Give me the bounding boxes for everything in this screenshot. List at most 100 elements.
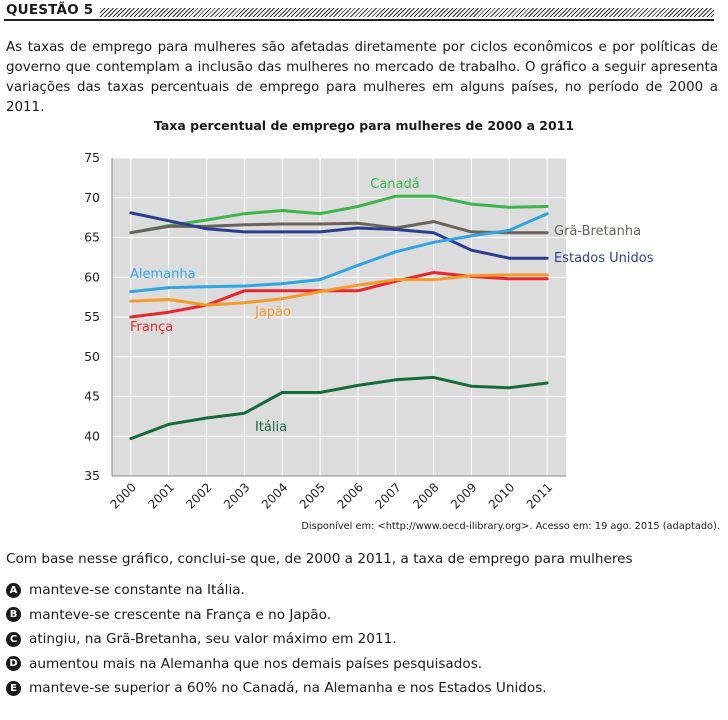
data-point-alemanha: [167, 286, 170, 289]
data-point-jap-o: [243, 301, 246, 304]
series-line-canad-: [129, 194, 549, 235]
option-letter-badge: C: [6, 631, 21, 647]
data-point-canad-: [394, 194, 397, 198]
data-point-alemanha: [356, 264, 360, 267]
data-point-estados-unidos: [508, 256, 511, 260]
data-point-estados-unidos: [205, 227, 208, 230]
data-point-jap-o: [318, 290, 322, 293]
option-text: atingiu, na Grã-Bretanha, seu valor máxi…: [29, 631, 397, 648]
data-point-gr-bretanha: [470, 230, 473, 234]
option-letter-badge: E: [6, 680, 21, 696]
y-tick-label: 40: [84, 428, 100, 443]
data-point-estados-unidos: [167, 219, 170, 223]
question-header: QUESTÃO 5: [4, 2, 720, 22]
data-point-alemanha: [545, 212, 549, 215]
option-e[interactable]: E manteve-se superior a 60% no Canadá, n…: [6, 676, 718, 701]
series-line-jap-o: [129, 273, 549, 307]
option-text: manteve-se superior a 60% no Canadá, na …: [29, 680, 547, 697]
data-point-gr-bretanha: [243, 223, 246, 226]
x-tick-label: 2010: [486, 480, 517, 511]
x-tick-label: 2006: [335, 480, 366, 511]
data-point-estados-unidos: [281, 230, 284, 234]
data-point-estados-unidos: [545, 256, 549, 260]
data-point-canad-: [545, 205, 549, 208]
data-point-alemanha: [129, 290, 133, 293]
y-tick-label: 55: [84, 309, 100, 324]
data-point-fran-a: [432, 271, 435, 274]
data-point-canad-: [356, 205, 360, 208]
data-point-fran-a: [243, 289, 246, 292]
data-point-estados-unidos: [243, 230, 246, 234]
data-point-it-lia: [129, 437, 133, 440]
question-title: QUESTÃO 5: [6, 2, 94, 18]
option-a[interactable]: A manteve-se constante na Itália.: [6, 578, 718, 603]
option-d[interactable]: D aumentou mais na Alemanha que nos dema…: [6, 652, 718, 677]
question-intro-text: As taxas de emprego para mulheres são af…: [6, 40, 718, 115]
y-tick-label: 35: [84, 468, 100, 483]
data-point-it-lia: [508, 386, 511, 389]
y-tick-label: 60: [84, 269, 100, 284]
header-hatch-decoration: [100, 8, 714, 17]
data-point-jap-o: [205, 303, 208, 307]
data-point-gr-bretanha: [356, 221, 360, 225]
data-point-alemanha: [508, 229, 511, 232]
series-label-estados-unidos: Estados Unidos: [554, 251, 654, 266]
data-point-estados-unidos: [432, 231, 435, 234]
series-line-it-lia: [129, 375, 549, 441]
data-point-canad-: [470, 202, 473, 206]
series-label-alemanha: Alemanha: [130, 267, 196, 282]
series-label-canad-: Canadá: [370, 177, 419, 192]
x-tick-label: 2008: [410, 480, 441, 511]
data-point-fran-a: [508, 277, 511, 281]
data-point-alemanha: [205, 285, 208, 288]
x-tick-label: 2007: [372, 480, 403, 511]
option-text: aumentou mais na Alemanha que nos demais…: [29, 655, 483, 672]
data-point-estados-unidos: [318, 230, 322, 234]
option-letter-badge: B: [6, 607, 21, 623]
x-tick-label: 2002: [183, 480, 214, 511]
x-tick-label: 2003: [221, 480, 252, 511]
data-point-fran-a: [545, 277, 549, 281]
data-point-it-lia: [432, 376, 435, 379]
data-point-estados-unidos: [129, 211, 133, 215]
question-stem: Com base nesse gráfico, conclui-se que, …: [6, 551, 633, 567]
y-tick-label: 75: [84, 150, 100, 165]
data-point-alemanha: [470, 234, 473, 238]
data-point-jap-o: [545, 273, 549, 277]
source-citation: Disponível em: <http://www.oecd-ilibrary…: [301, 521, 720, 532]
series-line-alemanha: [129, 212, 549, 294]
data-point-fran-a: [356, 289, 360, 292]
data-point-jap-o: [281, 297, 284, 300]
data-point-alemanha: [394, 250, 397, 254]
header-rule: [4, 19, 714, 21]
option-c[interactable]: C atingiu, na Grã-Bretanha, seu valor má…: [6, 627, 718, 652]
data-point-canad-: [205, 218, 208, 222]
series-label-fran-a: França: [130, 320, 173, 335]
data-point-jap-o: [129, 299, 133, 303]
answer-options: A manteve-se constante na Itália. B mant…: [6, 578, 718, 701]
series-label-gr-bretanha: Grã-Bretanha: [554, 224, 641, 239]
y-tick-label: 50: [84, 349, 100, 364]
y-tick-label: 65: [84, 230, 100, 245]
data-point-it-lia: [356, 384, 360, 387]
data-point-fran-a: [129, 315, 133, 319]
data-point-it-lia: [318, 391, 322, 394]
data-point-jap-o: [432, 278, 435, 281]
data-point-jap-o: [508, 273, 511, 277]
option-b[interactable]: B manteve-se crescente na França e no Ja…: [6, 603, 718, 628]
data-point-canad-: [281, 209, 284, 212]
option-text: manteve-se constante na Itália.: [29, 582, 245, 599]
option-letter-badge: A: [6, 582, 21, 598]
data-point-fran-a: [281, 289, 284, 292]
data-point-it-lia: [243, 411, 246, 415]
x-tick-label: 2001: [145, 480, 176, 511]
data-point-gr-bretanha: [432, 220, 435, 223]
data-point-it-lia: [545, 381, 549, 385]
data-point-jap-o: [167, 298, 170, 301]
x-tick-label: 2011: [524, 480, 555, 511]
data-point-canad-: [318, 212, 322, 215]
data-point-jap-o: [394, 278, 397, 281]
data-point-canad-: [508, 206, 511, 209]
data-point-alemanha: [243, 284, 246, 288]
